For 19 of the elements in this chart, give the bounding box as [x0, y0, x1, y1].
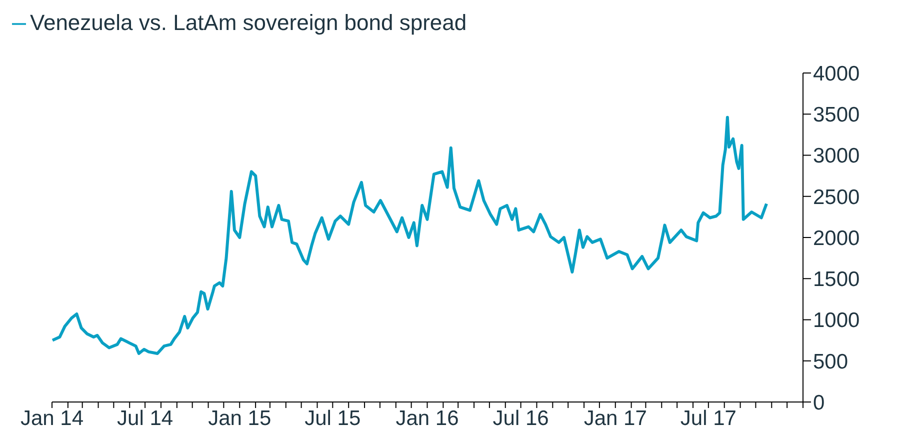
y-tick-label: 3500 — [813, 104, 860, 127]
legend-label: Venezuela vs. LatAm sovereign bond spread — [30, 10, 467, 35]
y-tick-label: 3000 — [813, 144, 860, 168]
y-tick-label: 500 — [813, 350, 848, 374]
y-tick-label: 4000 — [813, 62, 860, 86]
x-tick-label: Jul 17 — [680, 406, 736, 430]
y-tick-label: 1000 — [813, 309, 860, 332]
line-series — [52, 116, 768, 355]
x-tick-label: Jan 17 — [584, 406, 647, 430]
y-tick-label: 2000 — [813, 226, 860, 250]
x-tick-label: Jul 14 — [117, 406, 174, 430]
y-tick-label: 2500 — [813, 186, 860, 209]
x-tick-label: Jan 14 — [20, 406, 84, 430]
y-tick-label: 0 — [813, 391, 825, 414]
x-tick-label: Jul 16 — [492, 406, 549, 430]
x-tick-label: Jan 16 — [396, 406, 459, 430]
y-tick-label: 1500 — [813, 268, 860, 292]
x-tick-label: Jan 15 — [208, 406, 272, 430]
x-tick-label: Jul 15 — [304, 406, 361, 430]
